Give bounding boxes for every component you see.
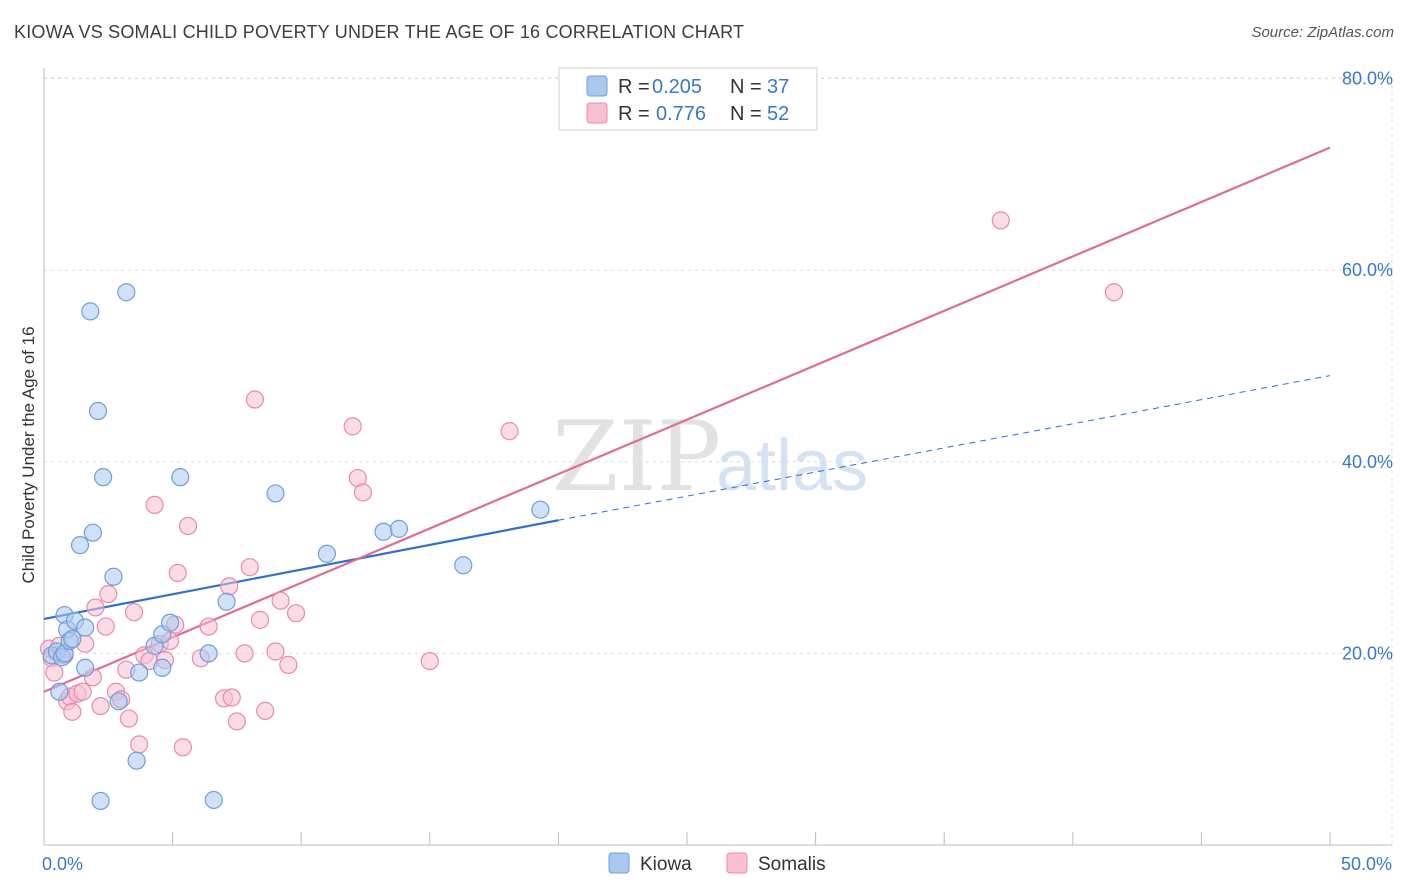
somalis-point — [266, 642, 285, 661]
kiowa-point — [160, 613, 180, 632]
kiowa-point — [63, 629, 82, 649]
kiowa-point — [81, 302, 100, 321]
trend-line-kiowa — [43, 519, 559, 620]
watermark: ZIP atlas — [552, 401, 868, 513]
data-points — [40, 211, 1124, 811]
y-tick-label: 60.0% — [1342, 260, 1393, 280]
somalis-point — [222, 688, 241, 707]
x-tick-labels: 0.0% 50.0% — [42, 854, 1392, 874]
watermark-atlas: atlas — [716, 426, 868, 506]
somalis-point — [63, 702, 82, 721]
legend-n-value: 52 — [767, 103, 789, 125]
somalis-point — [279, 655, 298, 674]
legend-n-value: 37 — [767, 76, 789, 98]
axes — [43, 68, 1392, 846]
legend-swatch-kiowa — [586, 75, 608, 97]
somalis-point — [353, 483, 373, 502]
kiowa-point — [199, 644, 218, 663]
kiowa-point — [76, 618, 95, 637]
somalis-point — [1104, 283, 1124, 302]
somalis-point — [145, 495, 164, 515]
legend-swatch-somalis — [586, 102, 608, 124]
somalis-point — [286, 604, 306, 623]
kiowa-point — [389, 519, 409, 538]
kiowa-point — [94, 468, 113, 487]
kiowa-point — [88, 401, 108, 421]
legend-label-somalis: Somalis — [758, 854, 826, 875]
legend-n-label: N = — [730, 103, 762, 125]
kiowa-point — [91, 791, 110, 811]
legend-r-label: R = — [618, 103, 650, 125]
somalis-point — [420, 651, 439, 671]
legend-top: R = 0.205 N = 37 R = 0.776 N = 52 — [558, 67, 818, 131]
somalis-point — [500, 422, 519, 441]
somalis-point — [250, 610, 270, 629]
kiowa-point — [374, 522, 393, 541]
somalis-point — [91, 696, 110, 716]
kiowa-point — [117, 283, 136, 302]
source-credit: Source: ZipAtlas.com — [1251, 24, 1394, 41]
y-tick-label: 20.0% — [1342, 643, 1393, 663]
kiowa-point — [70, 536, 90, 555]
somalis-point — [235, 644, 254, 663]
y-tick-label: 80.0% — [1342, 69, 1393, 89]
somalis-point — [130, 735, 149, 754]
kiowa-point — [127, 751, 146, 770]
kiowa-point — [217, 592, 236, 611]
somalis-point — [220, 577, 239, 596]
x-tick-label: 50.0% — [1341, 854, 1392, 874]
somalis-point — [271, 591, 290, 610]
kiowa-point — [266, 484, 285, 503]
kiowa-point — [317, 544, 337, 563]
kiowa-point — [204, 790, 223, 810]
legend-n-label: N = — [730, 76, 762, 98]
somalis-point — [173, 738, 192, 757]
legend-label-kiowa: Kiowa — [640, 854, 692, 875]
somalis-point — [168, 563, 187, 583]
kiowa-point — [130, 663, 149, 682]
somalis-point — [256, 701, 275, 720]
chart-title: KIOWA VS SOMALI CHILD POVERTY UNDER THE … — [14, 22, 745, 42]
legend-row-kiowa: R = 0.205 N = 37 — [586, 75, 789, 98]
kiowa-point — [50, 682, 69, 701]
watermark-zip: ZIP — [552, 401, 721, 513]
trend-lines — [43, 146, 1331, 693]
somalis-point — [119, 709, 138, 728]
somalis-point — [245, 390, 265, 409]
legend-swatch-somalis-bottom — [726, 852, 748, 874]
somalis-point — [240, 558, 259, 577]
legend-r-label: R = — [618, 76, 650, 98]
kiowa-point — [76, 658, 95, 677]
somalis-point — [124, 603, 144, 622]
kiowa-point — [104, 567, 123, 586]
somalis-point — [73, 682, 92, 701]
somalis-point — [45, 663, 64, 682]
kiowa-point — [171, 468, 190, 487]
legend-swatch-kiowa-bottom — [608, 852, 630, 874]
kiowa-point — [153, 658, 172, 677]
somalis-point — [343, 417, 362, 436]
y-tick-labels: 20.0% 40.0% 60.0% 80.0% — [1342, 69, 1393, 664]
trend-line-somalis — [43, 146, 1331, 693]
legend-r-value: 0.205 — [652, 76, 702, 98]
somalis-point — [227, 712, 246, 731]
somalis-point — [991, 211, 1010, 230]
somalis-point — [199, 617, 218, 636]
somalis-point — [96, 617, 115, 636]
trend-line-kiowa-extrapolated — [558, 375, 1331, 521]
kiowa-point — [109, 692, 128, 711]
x-tick-label: 0.0% — [42, 854, 83, 874]
somalis-point — [178, 516, 198, 536]
y-axis-title: Child Poverty Under the Age of 16 — [19, 326, 38, 583]
somalis-point — [86, 598, 105, 617]
legend-row-somalis: R = 0.776 N = 52 — [586, 102, 789, 125]
kiowa-point — [83, 523, 102, 542]
kiowa-point — [454, 556, 473, 575]
y-tick-label: 40.0% — [1342, 452, 1393, 472]
kiowa-point — [531, 500, 550, 519]
somalis-point — [99, 584, 118, 604]
legend-bottom: Kiowa Somalis — [608, 852, 826, 875]
legend-r-value: 0.776 — [656, 103, 706, 125]
